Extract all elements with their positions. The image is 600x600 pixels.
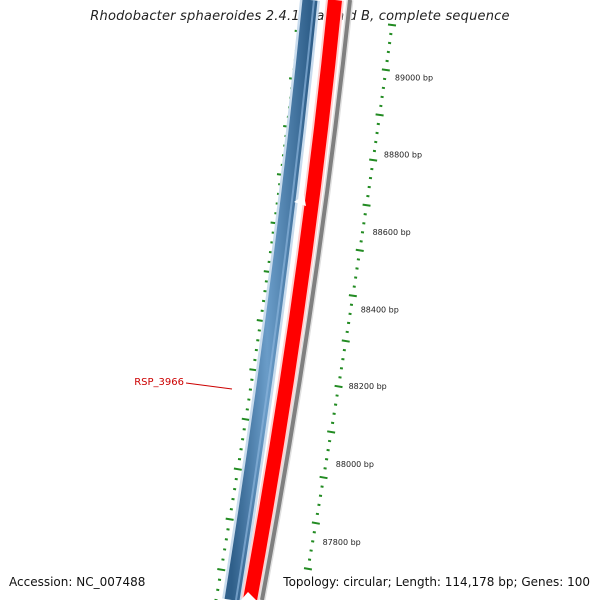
- topology-summary: Topology: circular; Length: 114,178 bp; …: [283, 575, 590, 589]
- gene-boundary-marker: [241, 592, 256, 600]
- tick-mark: [342, 348, 346, 352]
- scale-label: 88000 bp: [336, 460, 374, 469]
- scale-label: 88600 bp: [373, 228, 411, 237]
- tick-mark: [381, 86, 386, 90]
- tick-mark: [348, 294, 357, 298]
- tick-mark: [247, 398, 251, 401]
- tick-mark: [319, 475, 328, 480]
- tick-mark: [245, 408, 249, 411]
- tick-mark: [327, 439, 332, 443]
- tick-mark: [335, 394, 339, 397]
- tick-mark: [341, 339, 350, 343]
- tick-mark: [217, 578, 222, 581]
- tick-mark: [307, 558, 312, 561]
- tick-mark: [216, 588, 220, 592]
- tick-mark: [225, 517, 234, 521]
- tick-mark: [239, 448, 243, 451]
- tick-mark: [257, 329, 261, 332]
- tick-mark: [221, 558, 225, 561]
- tick-mark: [226, 528, 230, 531]
- tick-mark: [359, 240, 363, 243]
- tick-mark: [231, 497, 235, 501]
- tick-mark: [355, 248, 364, 252]
- tick-mark: [387, 23, 397, 27]
- tick-mark: [330, 421, 335, 425]
- scale-labels: 89000 bp 88800 bp 88600 bp 88400 bp 88200 bp…: [323, 73, 433, 547]
- tick-mark: [223, 548, 227, 551]
- tick-mark: [317, 503, 321, 507]
- scale-label: 87800 bp: [323, 538, 361, 547]
- tick-mark: [345, 330, 349, 334]
- reverse-strand-feature[interactable]: [243, 0, 342, 600]
- tick-mark: [217, 568, 226, 572]
- tick-mark: [362, 203, 371, 207]
- scale-label: 88400 bp: [361, 306, 399, 315]
- gene-boundary-marker: [294, 195, 306, 206]
- tick-mark: [366, 194, 370, 198]
- tick-mark: [324, 458, 329, 461]
- tick-mark: [311, 521, 320, 525]
- scale-label: 88800 bp: [384, 151, 422, 160]
- gene-label-leader: [185, 382, 233, 390]
- tick-mark: [241, 438, 245, 441]
- tick-mark: [332, 412, 336, 415]
- tick-mark: [349, 303, 354, 306]
- tick-mark: [315, 512, 320, 516]
- tick-mark: [323, 467, 327, 470]
- tick-mark: [320, 485, 324, 488]
- tick-mark: [375, 113, 384, 117]
- tick-mark: [250, 378, 254, 381]
- tick-mark: [380, 95, 384, 99]
- tick-mark: [233, 467, 242, 471]
- gene-label-rsp-3966[interactable]: RSP_3966: [134, 377, 184, 388]
- tick-mark: [312, 531, 316, 534]
- scale-tick-ring: [303, 23, 397, 571]
- tick-mark: [224, 538, 228, 541]
- tick-mark: [356, 258, 361, 261]
- scale-label: 88200 bp: [349, 382, 387, 391]
- tick-mark: [382, 77, 387, 81]
- tick-mark: [233, 487, 237, 491]
- forward-strand-feature[interactable]: [224, 0, 318, 600]
- tick-mark: [369, 158, 378, 162]
- tick-mark: [241, 417, 250, 421]
- tick-mark: [327, 430, 336, 434]
- scale-label: 89000 bp: [395, 73, 433, 82]
- tick-mark: [379, 104, 383, 108]
- tick-mark: [318, 494, 323, 497]
- tick-mark: [303, 567, 313, 571]
- backbone-line: [260, 0, 352, 600]
- tick-mark: [334, 384, 343, 389]
- tick-mark: [229, 508, 233, 511]
- tick-mark: [326, 448, 330, 452]
- tick-mark: [348, 312, 352, 316]
- tick-mark: [311, 540, 315, 543]
- accession-text: Accession: NC_007488: [9, 575, 146, 589]
- tick-mark: [363, 213, 367, 216]
- tick-mark: [234, 477, 238, 481]
- tick-mark: [352, 285, 356, 288]
- tick-mark: [338, 376, 342, 379]
- tick-mark: [309, 549, 313, 552]
- tick-mark: [333, 403, 338, 406]
- tick-mark: [381, 68, 390, 72]
